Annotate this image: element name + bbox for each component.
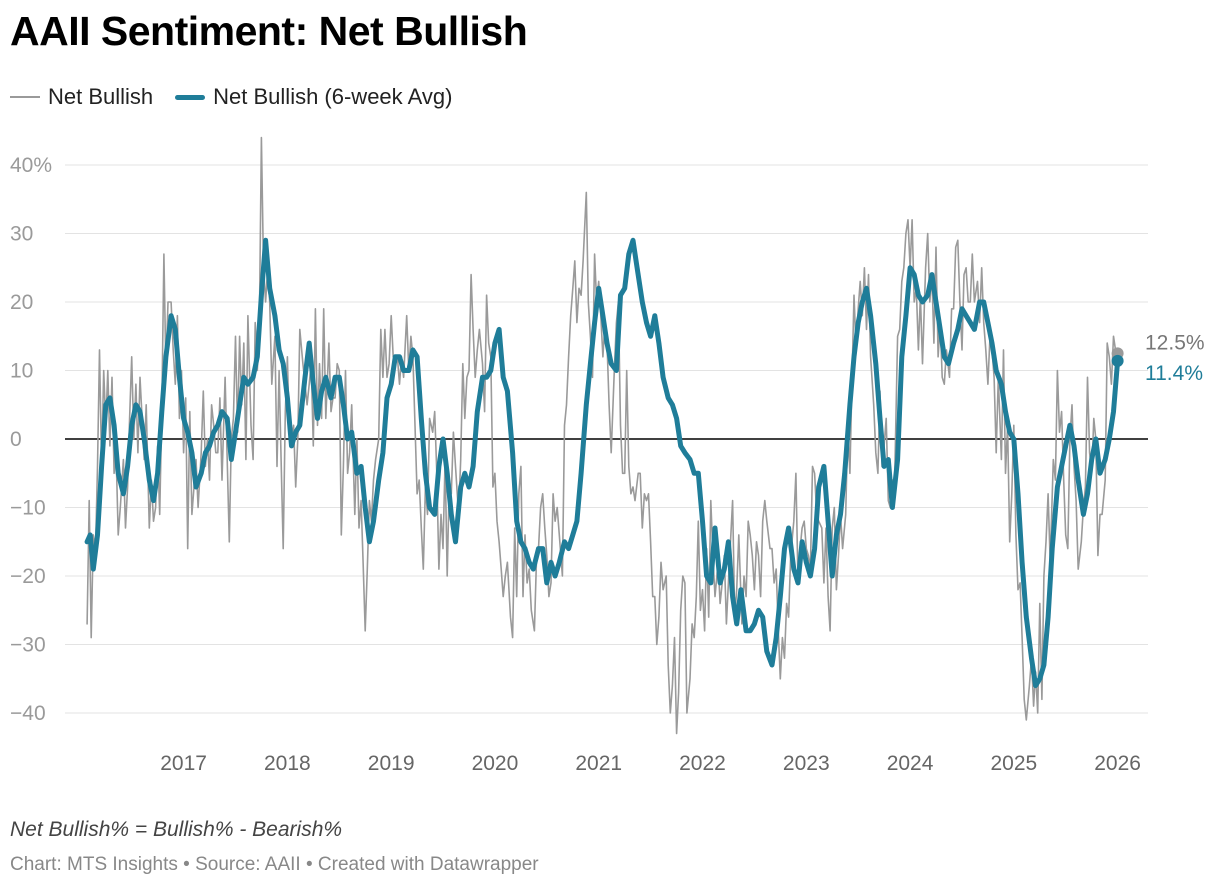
y-axis-ticks: 40% 30 20 10 0 −10 −20 −30 −40 [10, 154, 52, 725]
x-tick-label: 2017 [160, 752, 207, 775]
series-line-net-bullish-avg [84, 237, 1121, 689]
y-tick-label: 40% [10, 154, 52, 177]
chart-credit: Chart: MTS Insights • Source: AAII • Cre… [10, 854, 539, 875]
gridlines [65, 164, 1148, 714]
y-tick-label: 20 [10, 291, 33, 314]
x-tick-label: 2025 [990, 752, 1037, 775]
y-tick-label: −40 [10, 702, 46, 725]
x-tick-label: 2021 [575, 752, 622, 775]
legend-label-net-bullish: Net Bullish [48, 84, 154, 109]
y-tick-label: −30 [10, 634, 46, 657]
legend-item-net-bullish-avg: Net Bullish (6-week Avg) [175, 84, 452, 110]
chart-title: AAII Sentiment: Net Bullish [10, 8, 528, 54]
x-tick-label: 2018 [264, 752, 311, 775]
x-axis-ticks: 2017 2018 2019 2020 2021 2022 2023 2024 2025 2026 [160, 752, 1141, 775]
x-tick-label: 2024 [887, 752, 934, 775]
y-tick-label: −10 [10, 497, 46, 520]
y-tick-label: 0 [10, 428, 22, 451]
legend-item-net-bullish: Net Bullish [10, 84, 153, 110]
chart-note: Net Bullish% = Bullish% - Bearish% [10, 818, 343, 841]
x-tick-label: 2019 [368, 752, 415, 775]
x-tick-label: 2023 [783, 752, 830, 775]
legend-label-net-bullish-avg: Net Bullish (6-week Avg) [213, 84, 453, 109]
end-markers: 12.5% 11.4% [1111, 331, 1205, 385]
legend-swatch-net-bullish-avg [175, 94, 206, 100]
y-tick-label: 10 [10, 360, 33, 383]
legend-swatch-net-bullish [10, 96, 40, 98]
end-label-net-bullish-avg: 11.4% [1145, 362, 1203, 385]
y-tick-label: −20 [10, 565, 46, 588]
series-lines [84, 136, 1121, 735]
end-dot-net-bullish-avg [1111, 354, 1124, 367]
legend: Net Bullish Net Bullish (6-week Avg) [10, 84, 474, 110]
y-tick-label: 30 [10, 223, 33, 246]
x-tick-label: 2026 [1094, 752, 1141, 775]
x-tick-label: 2020 [472, 752, 519, 775]
end-label-net-bullish: 12.5% [1145, 331, 1205, 354]
x-tick-label: 2022 [679, 752, 726, 775]
